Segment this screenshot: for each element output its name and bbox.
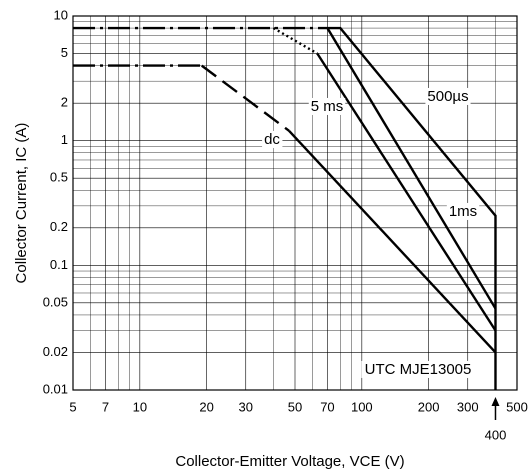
y-tick-label: 1 (61, 132, 68, 147)
y-tick-label: 0.1 (50, 257, 68, 272)
marker-arrow-head (491, 397, 500, 406)
label-bg (308, 97, 346, 115)
soa-line (326, 27, 497, 310)
x-tick-label: 7 (102, 399, 109, 414)
soa-line (272, 27, 318, 55)
x-tick-label: 30 (239, 399, 253, 414)
marker-label: 400 (485, 427, 507, 442)
y-tick-label: 0.5 (50, 170, 68, 185)
annotation: UTC MJE13005 (365, 361, 472, 378)
x-axis-label: Collector-Emitter Voltage, VCE (V) (175, 453, 404, 470)
label-bg (262, 130, 283, 148)
y-tick-label: 0.05 (43, 294, 68, 309)
x-tick-label: 70 (320, 399, 334, 414)
x-tick-label: 100 (351, 399, 373, 414)
annotation-bg (361, 360, 475, 378)
x-tick-label: 50 (288, 399, 302, 414)
label-bg (446, 202, 480, 220)
y-tick-label: 0.01 (43, 381, 68, 396)
y-tick-label: 0.02 (43, 344, 68, 359)
y-axis-label: Collector Current, IC (A) (13, 123, 30, 284)
x-tick-label: 500 (506, 399, 528, 414)
curve-label: 1ms (449, 203, 477, 220)
y-tick-label: 0.2 (50, 219, 68, 234)
x-tick-label: 200 (418, 399, 440, 414)
y-tick-label: 10 (54, 7, 68, 22)
label-bg (425, 87, 471, 105)
soa-line (200, 64, 290, 132)
y-tick-label: 2 (61, 95, 68, 110)
y-tick-label: 5 (61, 45, 68, 60)
x-tick-label: 300 (457, 399, 479, 414)
soa-line (288, 129, 497, 354)
x-tick-label: 20 (199, 399, 213, 414)
soa-line (327, 26, 497, 390)
x-tick-label: 5 (69, 399, 76, 414)
soa-line (316, 52, 497, 332)
plot-frame (72, 15, 518, 391)
x-tick-label: 10 (133, 399, 147, 414)
curve-label: 5 ms (311, 98, 344, 115)
curve-label: 500µs (427, 88, 468, 105)
curve-label: dc (264, 131, 280, 148)
